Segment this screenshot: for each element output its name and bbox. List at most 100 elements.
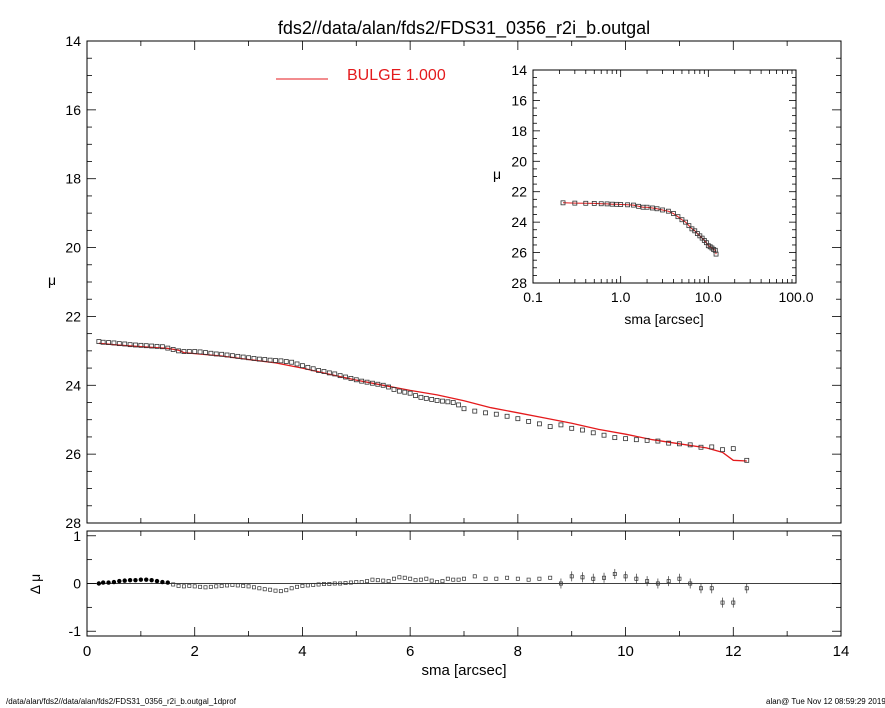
inset-data-point: [649, 205, 655, 211]
data-point: [122, 341, 128, 347]
inset-y-tick-label: 18: [511, 123, 527, 139]
data-point: [289, 359, 295, 365]
inset-x-axis-label: sma [arcsec]: [624, 311, 703, 327]
residual-point: [165, 580, 170, 585]
data-point: [256, 356, 262, 362]
residual-point: [483, 576, 488, 581]
residual-point: [219, 583, 224, 588]
data-point: [273, 358, 278, 363]
main-series: [96, 339, 750, 463]
x-tick-label: 0: [83, 643, 91, 660]
residual-point: [181, 584, 186, 589]
residual-point: [278, 589, 283, 594]
residual-point: [327, 582, 332, 586]
data-point: [623, 436, 628, 442]
data-point: [251, 356, 257, 361]
residual-point: [192, 584, 197, 589]
data-point: [106, 340, 111, 345]
residual-panel: 10-1 0 2 4 6 8 10 12 14 Δ μ sma [arcsec]: [27, 528, 849, 679]
residual-point: [623, 574, 628, 579]
residual-point: [268, 587, 273, 592]
residual-point: [246, 584, 251, 589]
data-point: [720, 447, 725, 453]
data-point: [375, 381, 381, 387]
data-point: [396, 388, 402, 394]
data-point: [434, 398, 440, 403]
data-point: [176, 348, 181, 354]
data-point: [100, 339, 106, 345]
inset-data-point: [660, 207, 665, 213]
data-point: [364, 379, 370, 385]
residual-series: [96, 568, 749, 608]
data-point: [440, 398, 445, 404]
residual-point: [731, 600, 736, 605]
residual-point: [515, 576, 520, 581]
residual-point: [338, 581, 343, 586]
residual-point: [311, 582, 316, 587]
data-point: [590, 430, 596, 436]
data-point: [493, 411, 499, 417]
data-point: [283, 359, 289, 364]
data-point: [423, 395, 429, 401]
data-point: [332, 371, 338, 377]
residual-point: [386, 579, 391, 584]
residual-point: [284, 588, 289, 593]
inset-axis-ticks: [532, 69, 797, 284]
residual-point: [127, 577, 133, 583]
residual-point: [634, 576, 639, 581]
x-tick-label: 12: [725, 643, 742, 660]
inset-data-point: [583, 200, 589, 206]
residual-point: [408, 576, 413, 581]
residual-point: [100, 580, 106, 585]
residual-point: [138, 577, 144, 582]
residual-point: [505, 575, 510, 580]
plot-title: fds2//data/alan/fds2/FDS31_0356_r2i_b.ou…: [278, 18, 650, 39]
inset-frame: [532, 69, 797, 284]
residual-point: [440, 579, 445, 584]
data-point: [143, 343, 149, 349]
residual-point: [273, 588, 278, 593]
residual-point: [744, 586, 749, 591]
data-point: [450, 400, 456, 405]
inset-model-line: [562, 202, 717, 255]
data-point: [461, 406, 467, 412]
data-point: [127, 342, 133, 348]
data-point: [213, 351, 219, 357]
bulge-model-line: [98, 342, 747, 462]
residual-point: [322, 582, 326, 586]
residual-point: [472, 574, 477, 579]
residual-x-tick-labels: 0 2 4 6 8 10 12 14: [83, 643, 850, 660]
data-point: [655, 438, 661, 444]
main-y-tick-label: 18: [65, 171, 81, 187]
x-tick-label: 2: [191, 643, 199, 660]
inset-data-point: [625, 202, 631, 208]
data-point: [580, 427, 585, 433]
residual-point: [402, 575, 407, 580]
inset-data-point: [665, 208, 671, 214]
residual-point: [494, 576, 499, 581]
data-point: [677, 441, 682, 447]
residual-point: [429, 578, 434, 583]
data-point: [224, 352, 230, 358]
data-point: [154, 343, 160, 349]
residual-point: [526, 577, 531, 582]
data-point: [380, 382, 386, 388]
residual-point: [381, 578, 386, 583]
residual-point: [230, 582, 235, 587]
residual-point: [424, 576, 429, 581]
residual-point: [289, 586, 294, 591]
data-point: [181, 349, 187, 354]
data-point: [569, 425, 575, 431]
data-point: [709, 444, 715, 450]
residual-point: [645, 579, 650, 584]
residual-point: [359, 580, 364, 585]
data-point: [644, 437, 650, 443]
inset-y-tick-label: 22: [511, 184, 527, 200]
residual-point: [241, 583, 246, 588]
data-point: [203, 350, 208, 355]
data-point: [537, 421, 542, 427]
residual-point: [106, 580, 111, 585]
data-point: [267, 357, 273, 363]
data-point: [230, 353, 235, 359]
residual-point: [612, 572, 617, 576]
